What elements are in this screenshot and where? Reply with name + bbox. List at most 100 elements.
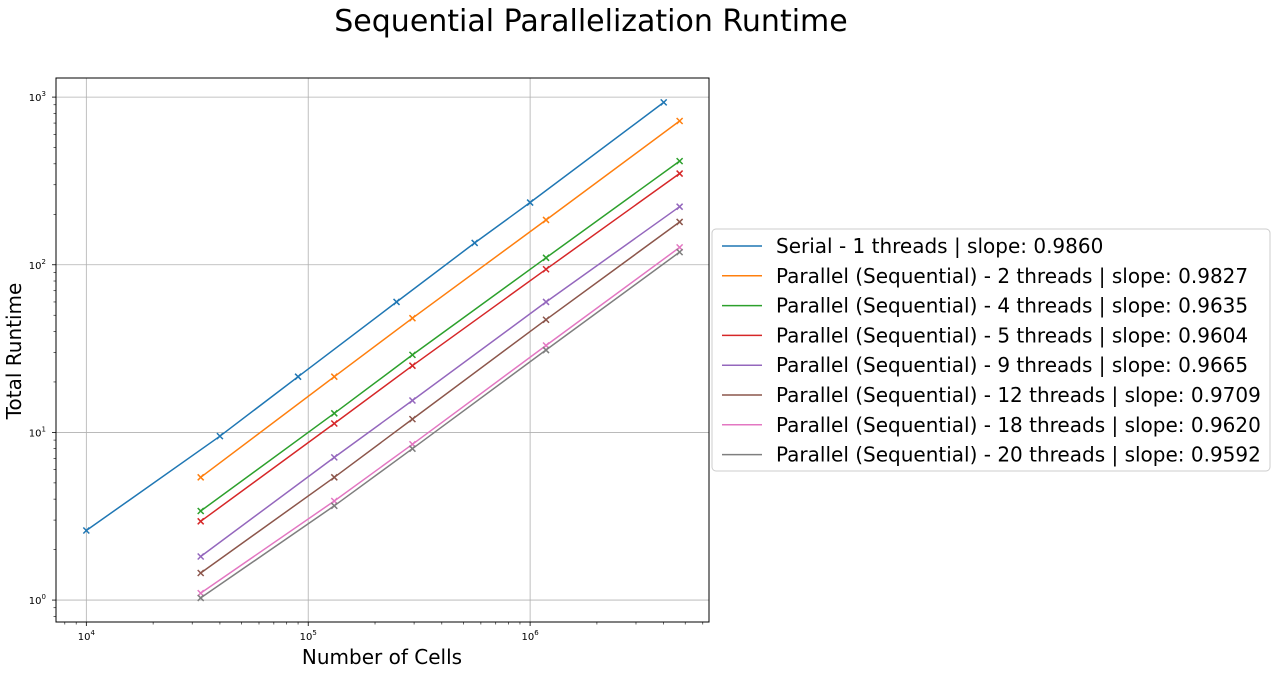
data-point <box>392 298 401 306</box>
y-axis: 100 101 102 103 <box>29 90 56 617</box>
data-point <box>294 373 302 381</box>
data-point <box>408 314 416 322</box>
legend-entry: Parallel (Sequential) - 5 threads | slop… <box>722 323 1248 347</box>
data-point-stroke <box>676 170 684 178</box>
chart-title: Sequential Parallelization Runtime <box>334 4 847 39</box>
series-1 <box>82 98 668 535</box>
data-point-stroke <box>197 569 205 577</box>
data-point-stroke <box>330 502 338 510</box>
data-point-stroke <box>542 254 550 262</box>
data-point-stroke <box>197 552 205 561</box>
data-point <box>330 502 338 510</box>
legend: Serial - 1 threads | slope: 0.9860 Parall… <box>711 228 1271 472</box>
data-point <box>216 432 224 440</box>
data-point <box>542 298 550 306</box>
data-point <box>542 254 550 262</box>
data-point-stroke <box>330 453 338 461</box>
data-point <box>330 453 338 461</box>
data-point-stroke <box>330 419 338 428</box>
y-tick-label: 101 <box>29 425 46 439</box>
series-8 <box>197 248 684 602</box>
legend-label: Parallel (Sequential) - 5 threads | slop… <box>776 323 1248 347</box>
series-5 <box>197 203 684 561</box>
data-point <box>197 594 205 602</box>
series-line <box>200 246 681 594</box>
data-point-stroke <box>408 415 416 423</box>
data-point <box>676 157 684 165</box>
data-point-stroke <box>408 396 416 405</box>
legend-entry: Parallel (Sequential) - 18 threads | slo… <box>722 413 1261 437</box>
data-point <box>408 445 416 453</box>
data-point-stroke <box>676 203 684 211</box>
x-axis-label: Number of Cells <box>302 645 462 669</box>
data-point-stroke <box>330 373 338 381</box>
data-point <box>197 507 205 515</box>
data-point-stroke <box>294 373 302 381</box>
series-line <box>200 172 681 522</box>
x-tick-label: 105 <box>300 629 317 643</box>
grid <box>56 78 709 622</box>
data-point-stroke <box>660 98 668 106</box>
data-point-stroke <box>676 157 684 165</box>
series-3 <box>197 157 684 515</box>
data-point <box>676 203 684 211</box>
data-point-stroke <box>197 594 205 602</box>
legend-entry: Parallel (Sequential) - 20 threads | slo… <box>722 443 1261 467</box>
data-point-stroke <box>526 199 534 207</box>
data-point <box>676 218 684 226</box>
data-point <box>330 409 338 417</box>
data-point-stroke <box>542 346 550 354</box>
data-point <box>197 569 205 577</box>
data-point <box>526 199 534 207</box>
plot-area <box>82 98 684 602</box>
data-point-stroke <box>392 298 401 306</box>
legend-entry: Parallel (Sequential) - 4 threads | slop… <box>722 294 1248 318</box>
data-point-stroke <box>542 216 550 224</box>
data-point-stroke <box>216 432 224 440</box>
data-point-stroke <box>676 117 684 125</box>
series-line <box>200 160 681 512</box>
axes-frame <box>55 77 710 623</box>
legend-label: Parallel (Sequential) - 20 threads | slo… <box>776 443 1261 467</box>
y-tick-label: 102 <box>29 258 46 272</box>
data-point-stroke <box>408 445 416 453</box>
data-point <box>676 117 684 125</box>
data-point <box>471 239 479 247</box>
series-6 <box>197 218 684 577</box>
data-point-stroke <box>197 507 205 515</box>
data-point <box>197 552 205 561</box>
data-point <box>330 473 338 481</box>
legend-label: Parallel (Sequential) - 9 threads | slop… <box>776 353 1248 377</box>
data-point <box>542 216 550 224</box>
data-point-stroke <box>676 248 684 256</box>
data-point <box>197 473 205 481</box>
x-axis: 104 105 106 <box>64 622 704 643</box>
legend-box <box>711 228 1271 472</box>
data-point <box>676 248 684 256</box>
data-point <box>330 373 338 381</box>
y-tick-label: 103 <box>29 90 46 104</box>
data-point-stroke <box>197 517 205 525</box>
legend-label: Parallel (Sequential) - 4 threads | slop… <box>776 294 1248 318</box>
data-point-stroke <box>408 362 416 370</box>
y-axis-label: Total Runtime <box>2 283 26 421</box>
data-point-stroke <box>542 298 550 306</box>
legend-entry: Parallel (Sequential) - 2 threads | slop… <box>722 264 1248 288</box>
data-point <box>660 98 668 106</box>
data-point <box>676 170 684 178</box>
data-point-stroke <box>676 218 684 226</box>
data-point-stroke <box>408 314 416 322</box>
legend-entry: Parallel (Sequential) - 12 threads | slo… <box>722 383 1261 407</box>
data-point <box>408 396 416 405</box>
data-point <box>408 415 416 423</box>
y-tick-label: 100 <box>29 593 46 607</box>
data-point-stroke <box>330 409 338 417</box>
data-point <box>197 517 205 525</box>
series-line <box>200 251 681 599</box>
series-line <box>200 221 681 574</box>
data-point-stroke <box>408 351 416 359</box>
legend-label: Parallel (Sequential) - 12 threads | slo… <box>776 383 1261 407</box>
series-4 <box>197 170 684 525</box>
series-line <box>200 206 681 558</box>
